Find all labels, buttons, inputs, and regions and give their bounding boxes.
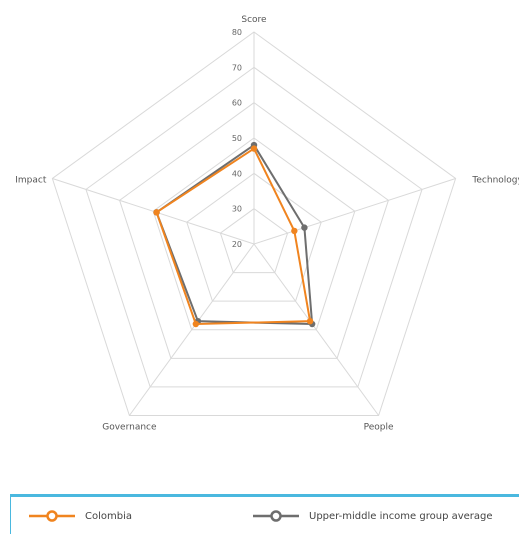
tick-label: 20 (232, 240, 242, 249)
grid-ring (219, 208, 289, 274)
grid-ring (152, 137, 356, 331)
data-point-colombia-score (250, 145, 258, 152)
grid-ring (51, 31, 457, 417)
data-point-colombia-technology (291, 227, 298, 235)
radar-chart: 20 30 40 50 60 70 80 Score Technology People Gove… (15, 15, 519, 433)
legend-item-average: Upper-middle income group average (251, 509, 493, 523)
grid-spoke (128, 243, 255, 416)
tick-label: 80 (232, 28, 242, 37)
legend-swatch-colombia-icon (29, 510, 75, 522)
grid-ring (186, 172, 322, 302)
axis-label-score: Score (241, 15, 267, 25)
axis-labels: Score Technology People Governance Impact (15, 15, 519, 433)
grid-ring (85, 66, 423, 388)
tick-label: 60 (232, 99, 242, 108)
radar-grid (51, 31, 457, 417)
tick-label: 50 (232, 134, 242, 143)
legend-swatch-average-icon (253, 510, 299, 522)
axis-label-technology: Technology (471, 175, 519, 185)
series-line-colombia (155, 147, 312, 326)
legend-item-colombia: Colombia (27, 509, 132, 523)
legend-label-colombia: Colombia (85, 510, 132, 522)
grid-spoke (52, 178, 255, 245)
grid-ring (118, 102, 390, 359)
tick-label: 40 (232, 169, 242, 178)
grid-spoke (253, 178, 456, 245)
data-point-colombia-people (306, 317, 314, 325)
series-group (153, 141, 316, 328)
axis-label-governance: Governance (102, 423, 157, 433)
tick-labels: 20 30 40 50 60 70 80 (232, 28, 242, 249)
axis-label-people: People (364, 423, 394, 433)
data-point-colombia-governance (192, 320, 200, 328)
legend-label-average: Upper-middle income group average (309, 510, 493, 522)
tick-label: 30 (232, 205, 242, 214)
data-point-upper-middle-income-group-average-technology (301, 224, 308, 231)
legend: Colombia Upper-middle income group avera… (10, 494, 519, 534)
grid-spoke (253, 243, 380, 416)
data-point-colombia-impact (153, 209, 160, 216)
axis-label-impact: Impact (15, 175, 47, 185)
tick-label: 70 (232, 63, 242, 72)
